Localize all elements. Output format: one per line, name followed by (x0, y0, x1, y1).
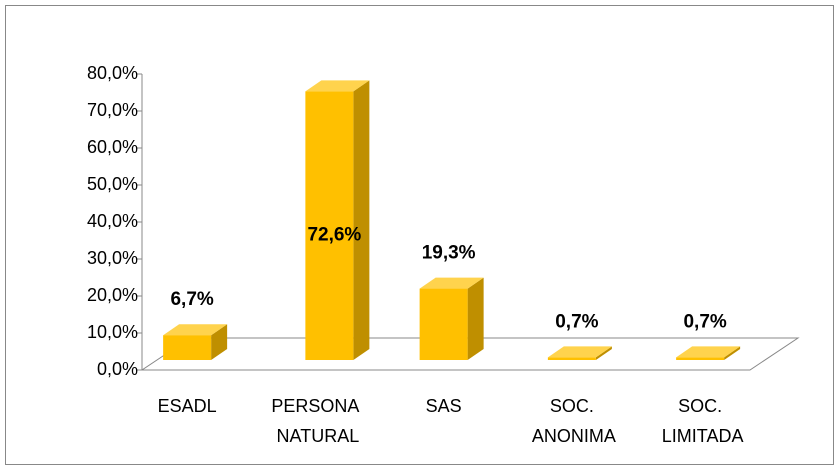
bar-side (211, 324, 228, 360)
x-tick-label: PERSONA NATURAL (271, 396, 359, 446)
bar-side (724, 346, 741, 360)
x-tick-label: ESADL (158, 396, 217, 416)
value-label: 72,6% (307, 225, 361, 246)
y-tick-label: 40,0% (87, 211, 138, 231)
y-tick-label: 30,0% (87, 248, 138, 268)
bar (419, 288, 468, 360)
y-tick-label: 70,0% (87, 100, 138, 120)
bar-side (467, 277, 484, 360)
chart-frame (5, 5, 834, 465)
y-tick-label: 20,0% (87, 285, 138, 305)
value-label: 19,3% (422, 243, 476, 264)
y-tick-label: 50,0% (87, 174, 138, 194)
x-tick-label: SOC. ANONIMA (528, 396, 616, 446)
bar (676, 357, 725, 360)
value-label: 0,7% (683, 311, 726, 332)
y-tick-label: 80,0% (87, 63, 138, 83)
x-tick-label: SOC. LIMITADA (657, 396, 744, 446)
x-tick-label: SAS (426, 396, 462, 416)
value-label: 6,7% (170, 289, 213, 310)
bar-top (547, 346, 612, 358)
value-label: 0,7% (555, 311, 598, 332)
bar-side (595, 346, 612, 360)
bar-top (305, 80, 370, 92)
y-tick-label: 60,0% (87, 137, 138, 157)
bar-side (353, 80, 370, 360)
y-tick-label: 0,0% (97, 359, 138, 379)
bar (305, 91, 354, 360)
y-tick-label: 10,0% (87, 322, 138, 342)
bar-top (163, 324, 228, 336)
bar-top (419, 277, 484, 289)
bar (547, 357, 596, 360)
bar (163, 335, 212, 360)
bar-top (676, 346, 741, 358)
